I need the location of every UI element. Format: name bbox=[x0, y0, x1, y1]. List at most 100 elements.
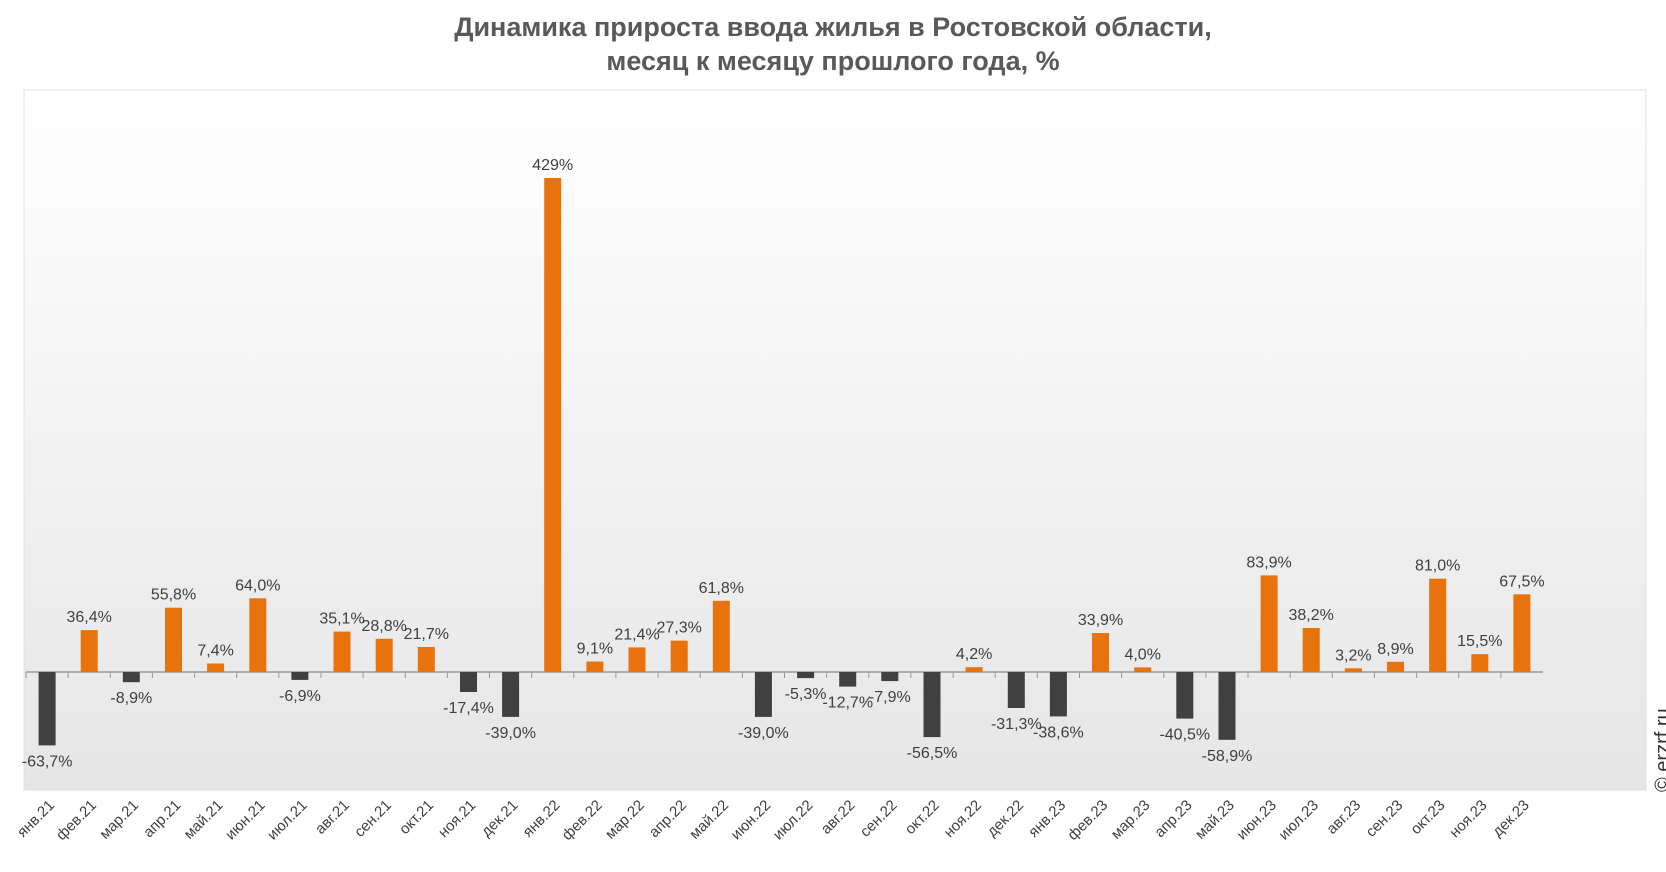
data-label-31: 3,2% bbox=[1335, 647, 1371, 664]
data-label-24: -38,6% bbox=[1033, 724, 1084, 741]
bar-0 bbox=[38, 672, 56, 746]
bar-30 bbox=[1302, 628, 1320, 672]
x-tick-label-3: апр.21 bbox=[140, 797, 184, 841]
bar-20 bbox=[881, 672, 899, 682]
x-tick-label-12: янв.22 bbox=[520, 797, 564, 841]
data-label-1: 36,4% bbox=[67, 609, 112, 626]
x-tick-label-32: сен.23 bbox=[1362, 797, 1406, 841]
data-label-10: -17,4% bbox=[443, 700, 494, 717]
bar-1 bbox=[80, 630, 98, 672]
x-tick-label-10: ноя.21 bbox=[435, 797, 479, 841]
x-tick-label-17: июн.22 bbox=[728, 797, 775, 844]
x-tick-label-11: дек.21 bbox=[478, 797, 521, 840]
x-tick-label-20: сен.22 bbox=[857, 797, 901, 841]
bar-8 bbox=[375, 638, 393, 672]
x-tick-label-0: янв.21 bbox=[14, 797, 58, 841]
data-label-20: -7,9% bbox=[869, 689, 911, 706]
data-label-17: -39,0% bbox=[738, 725, 789, 742]
bar-17 bbox=[754, 672, 772, 717]
bar-3 bbox=[165, 607, 182, 672]
data-label-13: 9,1% bbox=[577, 641, 613, 658]
bar-25 bbox=[1092, 633, 1109, 672]
data-label-12: 429% bbox=[532, 157, 573, 174]
data-label-34: 15,5% bbox=[1457, 633, 1502, 650]
data-label-35: 67,5% bbox=[1499, 573, 1544, 590]
data-label-32: 8,9% bbox=[1377, 641, 1413, 658]
x-tick-label-31: авг.23 bbox=[1323, 797, 1364, 838]
data-label-11: -39,0% bbox=[485, 725, 536, 742]
bar-31 bbox=[1344, 668, 1362, 672]
x-tick-label-1: фев.21 bbox=[53, 797, 100, 844]
x-tick-label-4: май.21 bbox=[181, 797, 227, 843]
x-tick-label-30: июл.23 bbox=[1275, 797, 1322, 844]
bar-18 bbox=[797, 672, 815, 679]
bar-12 bbox=[544, 178, 562, 672]
x-tick-label-7: авг.21 bbox=[312, 797, 353, 838]
x-tick-label-27: апр.23 bbox=[1151, 797, 1195, 841]
x-tick-label-19: авг.22 bbox=[818, 797, 859, 838]
data-label-5: 64,0% bbox=[235, 577, 280, 594]
bar-10 bbox=[460, 672, 477, 692]
chart-title-line2: месяц к месяцу прошлого года, % bbox=[606, 46, 1060, 76]
x-tick-label-23: дек.22 bbox=[984, 797, 1027, 840]
chart-title-line1: Динамика прироста ввода жилья в Ростовск… bbox=[454, 12, 1212, 42]
x-tick-label-34: ноя.23 bbox=[1446, 797, 1490, 841]
data-label-25: 33,9% bbox=[1078, 612, 1123, 629]
x-tick-label-16: май.22 bbox=[686, 797, 732, 843]
data-label-15: 27,3% bbox=[657, 620, 702, 637]
x-tick-label-29: июн.23 bbox=[1233, 797, 1280, 844]
x-tick-label-8: сен.21 bbox=[351, 797, 395, 841]
bar-26 bbox=[1134, 667, 1152, 672]
bar-32 bbox=[1387, 661, 1404, 672]
bar-14 bbox=[628, 647, 646, 672]
bar-33 bbox=[1429, 578, 1447, 672]
data-label-7: 35,1% bbox=[319, 611, 364, 628]
x-tick-label-35: дек.23 bbox=[1489, 797, 1532, 840]
x-tick-label-24: янв.23 bbox=[1025, 797, 1069, 841]
x-tick-label-9: окт.21 bbox=[396, 797, 437, 838]
data-label-28: -58,9% bbox=[1202, 748, 1253, 765]
x-tick-label-25: фев.23 bbox=[1064, 797, 1111, 844]
data-label-18: -5,3% bbox=[785, 686, 827, 703]
bar-35 bbox=[1513, 594, 1531, 672]
x-tick-label-5: июн.21 bbox=[222, 797, 269, 844]
bar-15 bbox=[670, 640, 688, 672]
bar-5 bbox=[249, 598, 267, 672]
data-label-21: -56,5% bbox=[907, 745, 958, 762]
x-tick-label-33: окт.23 bbox=[1407, 797, 1448, 838]
bar-2 bbox=[122, 672, 140, 683]
x-tick-label-2: мар.21 bbox=[96, 797, 142, 843]
x-tick-label-21: окт.22 bbox=[902, 797, 943, 838]
plot-area bbox=[23, 89, 1647, 791]
data-label-14: 21,4% bbox=[614, 626, 659, 643]
bars-group bbox=[26, 178, 1543, 746]
chart-title: Динамика прироста ввода жилья в Ростовск… bbox=[0, 10, 1666, 78]
data-label-27: -40,5% bbox=[1159, 727, 1210, 744]
x-tick-label-15: апр.22 bbox=[646, 797, 690, 841]
data-label-2: -8,9% bbox=[110, 690, 152, 707]
data-labels-group: -63,7% 36,4% -8,9% 55,8% 7,4% 64,0% -6,9% 35,1%… bbox=[22, 157, 1545, 770]
bar-7 bbox=[333, 631, 351, 672]
x-tick-label-18: июл.22 bbox=[770, 797, 817, 844]
x-tick-label-13: фев.22 bbox=[559, 797, 606, 844]
data-label-6: -6,9% bbox=[279, 688, 321, 705]
data-label-19: -12,7% bbox=[822, 695, 873, 712]
bar-34 bbox=[1471, 654, 1489, 672]
x-tick-label-22: ноя.22 bbox=[941, 797, 985, 841]
bar-4 bbox=[207, 663, 225, 672]
x-tick-label-26: мар.23 bbox=[1108, 797, 1154, 843]
x-tick-label-6: июл.21 bbox=[264, 797, 311, 844]
x-tick-label-14: мар.22 bbox=[602, 797, 648, 843]
bar-23 bbox=[1007, 672, 1025, 708]
data-label-0: -63,7% bbox=[22, 753, 73, 770]
data-label-29: 83,9% bbox=[1246, 554, 1291, 571]
bar-11 bbox=[502, 672, 520, 717]
bar-27 bbox=[1176, 672, 1194, 719]
bar-24 bbox=[1049, 672, 1067, 717]
data-label-22: 4,2% bbox=[956, 646, 992, 663]
bar-29 bbox=[1260, 575, 1278, 672]
bar-28 bbox=[1218, 672, 1236, 740]
bar-16 bbox=[712, 600, 730, 672]
x-tick-label-28: май.23 bbox=[1192, 797, 1238, 843]
